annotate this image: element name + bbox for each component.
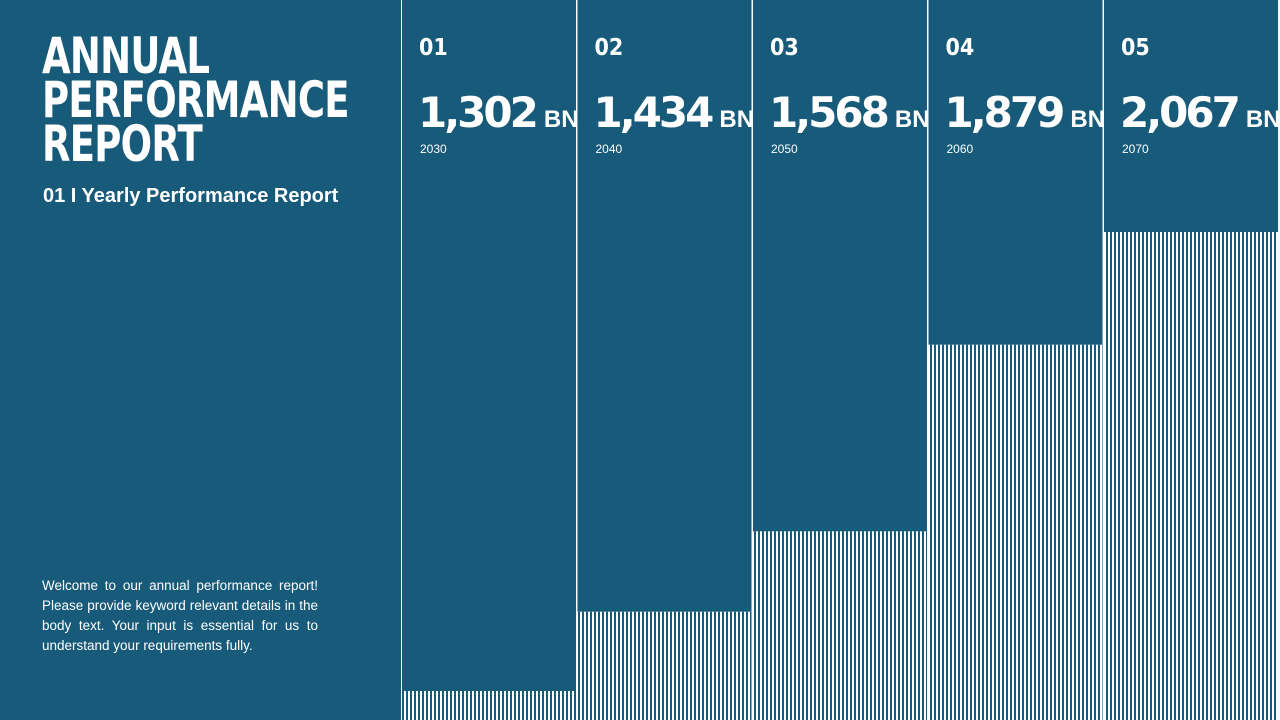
- bar-category-label: 2070: [1122, 142, 1149, 156]
- bar-index-label: 04: [946, 35, 975, 61]
- bar-value-number: 1,568: [769, 88, 888, 137]
- bar-solid-segment: [402, 0, 576, 691]
- intro-paragraph: Welcome to our annual performance report…: [42, 578, 318, 653]
- report-subtitle: 01 I Yearly Performance Report: [43, 185, 339, 207]
- bar-category-label: 2030: [420, 142, 447, 156]
- bar-striped-segment: [753, 531, 927, 720]
- bar-value-unit: BN: [544, 106, 579, 133]
- bar-value-label: 1,434 BN: [594, 88, 755, 137]
- bar-solid-segment: [928, 0, 1103, 345]
- bar-solid-segment: [577, 0, 752, 612]
- bar-index-label: 03: [770, 35, 799, 61]
- bar-value-label: 1,879 BN: [945, 88, 1106, 137]
- bar-striped-segment: [1104, 232, 1278, 720]
- bar-solid-segment: [1104, 0, 1278, 232]
- bar-value-unit: BN: [719, 106, 754, 133]
- bar-category-label: 2040: [596, 142, 623, 156]
- bar-value-number: 1,302: [418, 88, 536, 137]
- bar-striped-segment: [577, 611, 752, 720]
- left-panel: ANNUAL PERFORMANCE REPORT 01 I Yearly Pe…: [0, 0, 401, 720]
- bar-striped-segment: [402, 691, 576, 720]
- bars-layer: [402, 0, 1278, 720]
- bar-solid-segment: [753, 0, 927, 532]
- bar-value-unit: BN: [1246, 106, 1280, 133]
- bar-striped-segment: [928, 344, 1103, 720]
- bar-value-unit: BN: [1070, 106, 1105, 133]
- bar-index-label: 05: [1121, 35, 1150, 61]
- bar-value-label: 1,302 BN: [418, 88, 579, 137]
- bar-value-label: 1,568 BN: [769, 88, 930, 137]
- bar-value-number: 2,067: [1120, 88, 1238, 137]
- bar-index-label: 01: [419, 35, 448, 61]
- bar-value-number: 1,434: [594, 88, 714, 137]
- bar-value-unit: BN: [895, 106, 930, 133]
- bar-category-label: 2050: [771, 142, 798, 156]
- report-title-line: REPORT: [42, 115, 203, 173]
- report-title-line: ANNUAL: [42, 27, 210, 85]
- bar-index-label: 02: [595, 35, 624, 61]
- bar-value-number: 1,879: [945, 88, 1064, 137]
- bar-value-label: 2,067 BN: [1120, 88, 1280, 137]
- bar-category-label: 2060: [947, 142, 974, 156]
